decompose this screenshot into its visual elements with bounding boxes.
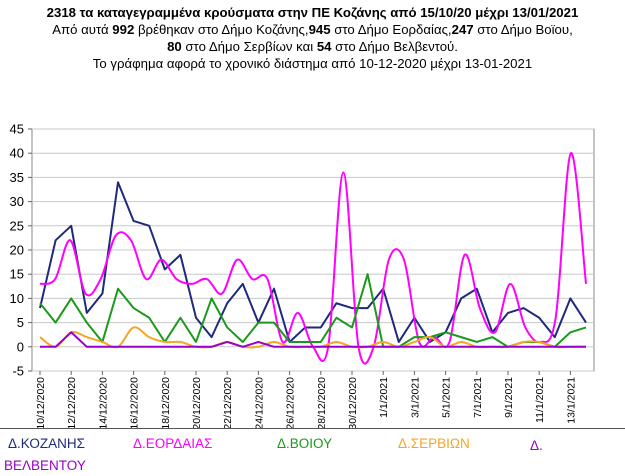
y-tick-label: 5 xyxy=(17,315,24,330)
x-tick-label: 22/12/2020 xyxy=(222,377,234,428)
legend-divider xyxy=(0,428,625,429)
legend-voio: Δ.ΒΟΙΟΥ xyxy=(277,436,332,451)
legend-servia: Δ.ΣΕΡΒΙΩΝ xyxy=(398,436,470,451)
x-tick-label: 7/1/2021 xyxy=(472,377,484,418)
y-tick-label: 0 xyxy=(17,339,24,354)
x-tick-label: 12/12/2020 xyxy=(66,377,78,428)
y-tick-label: 15 xyxy=(10,267,24,282)
y-tick-label: -5 xyxy=(12,364,24,379)
x-tick-label: 24/12/2020 xyxy=(253,377,265,428)
x-tick-label: 9/1/2021 xyxy=(503,377,515,418)
y-tick-label: 45 xyxy=(10,122,24,137)
line3-text-a: στο Δήμο Σερβίων και xyxy=(181,39,317,54)
voio-count: 247 xyxy=(451,22,474,37)
series-line-voio xyxy=(39,273,587,348)
line2-text-d: στο Δήμο Βοϊου, xyxy=(473,22,573,37)
line-chart: -5 0 5 10 15 20 25 30 35 40 45 10/12/2020 12/12/2020… xyxy=(10,122,595,428)
x-tick-label: 20/12/2020 xyxy=(191,377,203,428)
line2-text-b: βρέθηκαν στο Δήμο Κοζάνης, xyxy=(134,22,309,37)
x-tick-label: 13/1/2021 xyxy=(565,377,577,424)
x-tick-label: 28/12/2020 xyxy=(316,377,328,428)
legend-velvento: Δ. ΒΕΛΒΕΝΤΟΥ xyxy=(4,436,624,476)
x-tick-label: 14/12/2020 xyxy=(97,377,109,428)
legend-kozani-label: Δ.ΚΟΖΑΝΗΣ xyxy=(8,436,85,451)
kozani-count: 992 xyxy=(112,22,135,37)
line2-text-c: στο Δήμο Εορδαίας, xyxy=(330,22,452,37)
line2-text-a: Από αυτά xyxy=(52,22,113,37)
title-line-1: 2318 τα καταγεγραμμένα κρούσματα στην ΠΕ… xyxy=(46,5,579,20)
legend-eordaia-label: Δ.ΕΟΡΔΑΙΑΣ xyxy=(133,436,213,451)
eordaia-count: 945 xyxy=(308,22,331,37)
series-line-kozani xyxy=(39,181,587,343)
y-tick-label: 10 xyxy=(10,291,24,306)
legend-velvento-label: Δ. ΒΕΛΒΕΝΤΟΥ xyxy=(4,438,543,473)
servia-count: 80 xyxy=(167,39,182,54)
velvento-count: 54 xyxy=(316,39,332,54)
y-tick-label: 20 xyxy=(10,243,24,258)
legend-eordaia: Δ.ΕΟΡΔΑΙΑΣ xyxy=(133,436,212,451)
x-tick-label: 1/1/2021 xyxy=(378,377,390,418)
title-line-4: Το γράφημα αφορά το χρονικό διάστημα από… xyxy=(92,56,533,71)
title-line-3: 80 στο Δήμο Σερβίων και 54 στο Δήμο Βελβ… xyxy=(0,38,625,55)
x-tick-label: 16/12/2020 xyxy=(129,377,141,428)
x-tick-label: 11/1/2021 xyxy=(534,377,546,423)
legend-kozani: Δ.ΚΟΖΑΝΗΣ xyxy=(8,436,85,451)
x-tick-label: 18/12/2020 xyxy=(160,377,172,428)
series-line-eordaia xyxy=(39,152,587,365)
y-tick-label: 40 xyxy=(10,146,24,161)
line3-text-b: στο Δήμο Βελβεντού. xyxy=(331,39,458,54)
series-line-velvento xyxy=(40,331,586,348)
legend-servia-label: Δ.ΣΕΡΒΙΩΝ xyxy=(398,436,470,451)
x-tick-label: 3/1/2021 xyxy=(409,377,421,418)
x-tick-label: 10/12/2020 xyxy=(35,377,47,428)
x-tick-label: 30/12/2020 xyxy=(347,377,359,428)
y-tick-label: 25 xyxy=(10,218,24,233)
y-tick-label: 35 xyxy=(10,170,24,185)
y-tick-label: 30 xyxy=(10,194,24,209)
title-line-2: Από αυτά 992 βρέθηκαν στο Δήμο Κοζάνης,9… xyxy=(0,21,625,38)
chart-header: 2318 τα καταγεγραμμένα κρούσματα στην ΠΕ… xyxy=(0,4,625,72)
x-tick-label: 5/1/2021 xyxy=(441,377,453,418)
legend-voio-label: Δ.ΒΟΙΟΥ xyxy=(277,436,333,451)
x-tick-label: 26/12/2020 xyxy=(285,377,297,428)
